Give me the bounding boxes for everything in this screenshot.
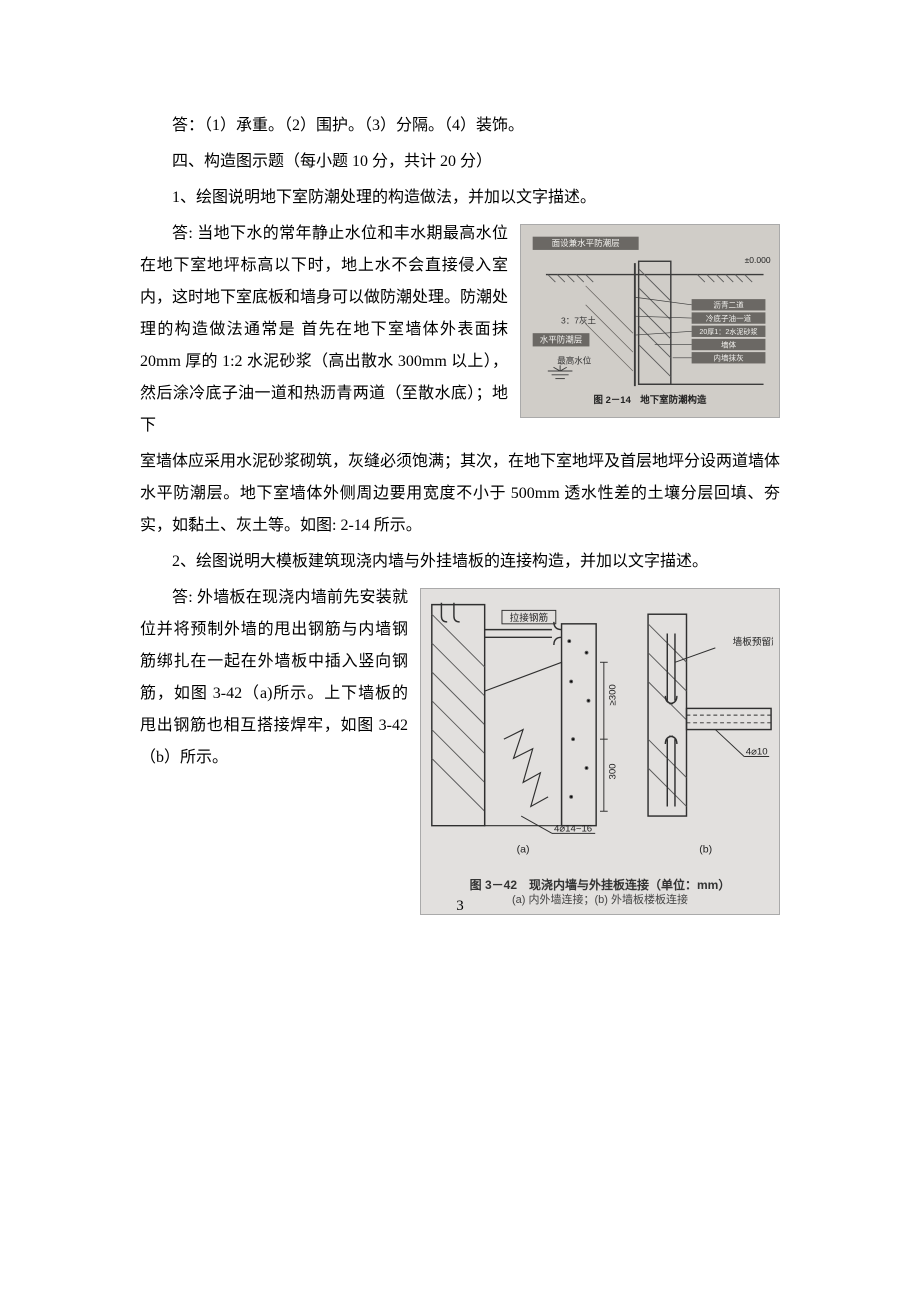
question-1: 1、绘图说明地下室防潮处理的构造做法，并加以文字描述。 — [140, 182, 780, 214]
svg-text:墙板预留筋互焊: 墙板预留筋互焊 — [733, 636, 773, 648]
svg-text:水平防潮层: 水平防潮层 — [540, 335, 583, 345]
svg-text:20厚1：2水泥砂浆: 20厚1：2水泥砂浆 — [699, 327, 757, 336]
svg-text:墙体: 墙体 — [721, 339, 737, 349]
svg-text:沥青二道: 沥青二道 — [713, 300, 744, 310]
svg-text:(b): (b) — [699, 844, 712, 856]
page-number: 3 — [0, 891, 920, 921]
svg-text:300: 300 — [607, 763, 618, 779]
svg-text:≥300: ≥300 — [607, 684, 618, 705]
svg-text:图 2－14 地下室防潮构造: 图 2－14 地下室防潮构造 — [594, 394, 707, 406]
svg-text:最高水位: 最高水位 — [557, 355, 592, 365]
answer-line: 答：（1）承重。（2）围护。（3）分隔。（4）装饰。 — [140, 110, 780, 142]
svg-text:拉接钢筋: 拉接钢筋 — [510, 612, 549, 624]
svg-text:内墙抹灰: 内墙抹灰 — [713, 353, 744, 363]
svg-text:面设兼水平防潮层: 面设兼水平防潮层 — [552, 238, 620, 248]
answer-1-part-b: 室墙体应采用水泥砂浆砌筑，灰缝必须饱满；其次，在地下室地坪及首层地坪分设两道墙体… — [140, 446, 780, 542]
svg-text:±0.000: ±0.000 — [745, 255, 771, 265]
figure-3-42: 拉接钢筋 ≥300 300 4⌀14~16 (a) — [420, 588, 780, 915]
svg-text:3：7灰土: 3：7灰土 — [561, 316, 596, 326]
svg-text:4⌀14~16: 4⌀14~16 — [554, 823, 592, 834]
svg-text:4⌀10: 4⌀10 — [746, 747, 768, 758]
svg-text:冷底子油一道: 冷底子油一道 — [706, 313, 752, 323]
figure-2-14-svg: 面设兼水平防潮层 ±0.000 3：7灰土 — [527, 231, 773, 411]
figure-3-42-svg: 拉接钢筋 ≥300 300 4⌀14~16 (a) — [427, 595, 773, 874]
question-2: 2、绘图说明大模板建筑现浇内墙与外挂墙板的连接构造，并加以文字描述。 — [140, 546, 780, 578]
section-4-heading: 四、构造图示题（每小题 10 分，共计 20 分） — [140, 146, 780, 178]
figure-2-14: 面设兼水平防潮层 ±0.000 3：7灰土 — [520, 224, 780, 418]
svg-text:(a): (a) — [517, 844, 530, 856]
